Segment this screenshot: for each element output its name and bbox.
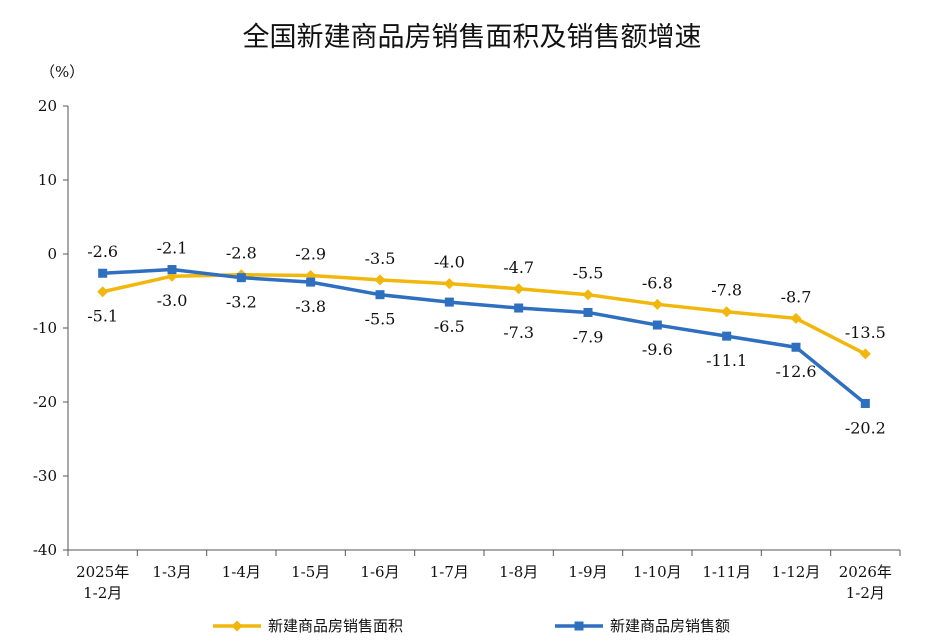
data-label: -6.8: [642, 273, 673, 292]
data-point-square: [583, 307, 593, 317]
legend-label-2: 新建商品房销售额: [610, 617, 730, 635]
data-label: -13.5: [845, 323, 886, 342]
data-point-diamond: [859, 348, 871, 360]
x-tick-label: 1-6月: [360, 563, 399, 581]
y-tick-label: -30: [33, 467, 57, 485]
data-label: -4.0: [434, 253, 465, 272]
data-label: -5.5: [573, 264, 604, 283]
data-point-diamond: [374, 274, 386, 286]
y-tick-label: 20: [38, 97, 57, 115]
y-tick-label: -20: [33, 393, 57, 411]
chart-title: 全国新建商品房销售面积及销售额增速: [243, 22, 702, 53]
data-point-square: [791, 342, 801, 352]
data-point-square: [167, 265, 177, 275]
x-tick-label: 1-12月: [772, 563, 821, 581]
data-point-square: [514, 303, 524, 313]
x-tick-label: 2026年: [839, 563, 892, 581]
data-point-diamond: [651, 298, 663, 310]
data-label: -7.3: [503, 323, 534, 342]
data-point-square: [860, 398, 870, 408]
data-label: -2.1: [157, 239, 188, 258]
data-point-square: [652, 320, 662, 330]
series-line-2: [102, 267, 867, 405]
data-point-square: [306, 277, 316, 287]
x-tick-label: 1-2月: [83, 584, 122, 602]
series-layer: [97, 265, 871, 408]
data-label: -9.6: [642, 340, 673, 359]
data-point-diamond: [443, 278, 455, 290]
x-tick-label: 1-2月: [846, 584, 885, 602]
data-point-square: [375, 290, 385, 300]
y-unit-label: （%）: [40, 63, 84, 81]
data-label: -2.9: [295, 244, 326, 263]
data-label: -3.8: [295, 297, 326, 316]
x-tick-label: 2025年: [76, 563, 129, 581]
data-label: -12.6: [775, 362, 816, 381]
data-point-square: [444, 297, 454, 307]
legend-marker-diamond: [231, 620, 243, 632]
data-label: -20.2: [845, 418, 886, 437]
data-label: -6.5: [434, 317, 465, 336]
y-tick-label: 0: [47, 245, 57, 263]
data-label: -3.5: [365, 249, 396, 268]
x-tick-label: 1-8月: [499, 563, 538, 581]
data-point-square: [236, 273, 246, 283]
data-point-square: [722, 331, 732, 341]
x-tick-label: 1-5月: [291, 563, 330, 581]
data-label: -7.8: [711, 281, 742, 300]
x-tick-label: 1-4月: [222, 563, 261, 581]
data-labels: -5.1 -3.0 -2.8 -2.9 -3.5 -4.0 -4.7 -5.5 -6.8 -7.8…: [87, 239, 886, 438]
data-point-square: [98, 268, 108, 278]
data-point-diamond: [582, 289, 594, 301]
y-tick-label: -40: [33, 541, 57, 559]
y-tick-label: 10: [38, 171, 57, 189]
data-point-diamond: [721, 306, 733, 318]
legend: 新建商品房销售面积 新建商品房销售额: [213, 617, 730, 635]
data-point-diamond: [790, 312, 802, 324]
x-tick-label: 1-3月: [152, 563, 191, 581]
x-tick-label: 1-10月: [633, 563, 682, 581]
x-tick-label: 1-7月: [430, 563, 469, 581]
data-point-diamond: [513, 283, 525, 295]
data-label: -3.0: [157, 291, 188, 310]
data-label: -7.9: [573, 327, 604, 346]
data-label: -4.7: [503, 258, 534, 277]
data-label: -2.6: [87, 242, 118, 261]
axes: 20 10 0 -10 -20 -30 -40 2025年 1-2月 1-3月 1-4月 1-5月 1-…: [33, 97, 901, 602]
data-label: -5.1: [87, 307, 118, 326]
y-tick-label: -10: [33, 319, 57, 337]
data-label: -11.1: [706, 351, 747, 370]
legend-marker-square: [574, 621, 584, 631]
data-label: -5.5: [365, 310, 396, 329]
data-label: -8.7: [781, 287, 812, 306]
series-line-1: [102, 272, 867, 356]
x-tick-label: 1-11月: [702, 563, 751, 581]
data-label: -2.8: [226, 244, 257, 263]
data-label: -3.2: [226, 293, 257, 312]
data-point-diamond: [97, 286, 109, 298]
legend-label-1: 新建商品房销售面积: [268, 617, 403, 635]
x-tick-label: 1-9月: [568, 563, 607, 581]
